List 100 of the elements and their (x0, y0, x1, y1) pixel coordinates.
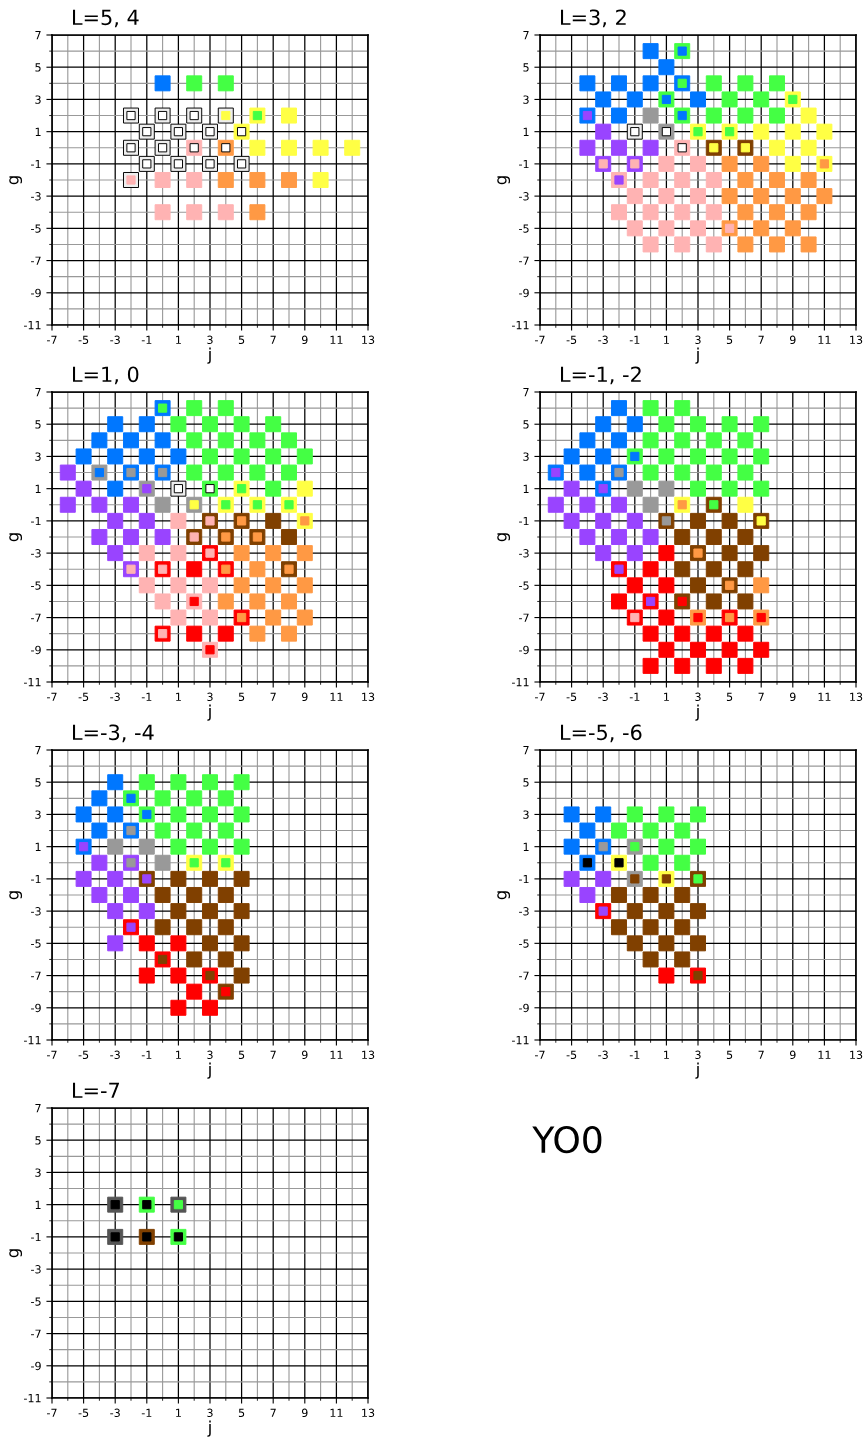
x-tick-label: 3 (207, 1408, 213, 1418)
point (265, 609, 282, 626)
point (344, 139, 361, 156)
x-tick-label: 1 (664, 692, 669, 701)
point (217, 887, 234, 903)
point (107, 838, 124, 855)
y-tick-label: -1 (519, 160, 529, 169)
y-tick-label: 3 (35, 1168, 41, 1177)
x-tick-label: 13 (362, 692, 375, 702)
point (202, 416, 218, 433)
point (737, 496, 754, 513)
point (170, 448, 187, 465)
point (642, 951, 659, 968)
point (595, 512, 612, 529)
x-tick-label: -5 (78, 1408, 89, 1418)
y-tick-label: 7 (35, 1104, 41, 1113)
point (658, 480, 675, 497)
point (737, 657, 754, 674)
point (281, 464, 297, 481)
x-tick-label: 5 (238, 1050, 245, 1060)
y-tick-label: -5 (31, 224, 41, 233)
point (753, 188, 770, 205)
point (690, 480, 706, 497)
x-tick-label: 5 (238, 1408, 245, 1418)
point (611, 139, 627, 156)
x-tick-label: 1 (176, 335, 181, 344)
y-tick-label: -3 (519, 192, 529, 201)
point (674, 204, 691, 221)
point (769, 107, 785, 124)
point (138, 545, 155, 562)
chart-title: L=-7 (73, 1082, 120, 1098)
point (626, 806, 643, 823)
y-tick-label: -9 (31, 288, 41, 298)
point (249, 432, 266, 449)
point (611, 400, 627, 417)
point (642, 529, 659, 545)
point (579, 887, 596, 903)
point (249, 204, 266, 221)
point (154, 919, 171, 936)
point (595, 448, 612, 465)
y-tick-label: 3 (523, 810, 529, 819)
point (690, 512, 706, 529)
point (611, 529, 627, 545)
x-tick-label: 13 (850, 1050, 863, 1060)
y-tick-label: 1 (523, 842, 529, 851)
x-tick-label: 11 (330, 1050, 343, 1059)
point (91, 790, 108, 807)
point (737, 464, 754, 481)
point (312, 172, 329, 188)
x-tick-label: -5 (566, 692, 577, 702)
point (690, 416, 706, 433)
point (816, 123, 833, 140)
point (674, 657, 691, 674)
y-tick-label: -9 (31, 1361, 41, 1371)
point (674, 172, 691, 188)
x-tick-label: 5 (726, 335, 733, 345)
point (217, 593, 234, 610)
point (690, 935, 706, 952)
point (579, 496, 596, 513)
point (170, 609, 187, 626)
point (611, 593, 627, 610)
point (186, 561, 203, 578)
point (202, 806, 218, 823)
point (107, 903, 124, 920)
point (690, 641, 706, 658)
point (705, 464, 722, 481)
y-tick-label: -3 (519, 549, 529, 558)
x-tick-label: -5 (78, 1050, 89, 1060)
point (579, 75, 596, 92)
point (642, 887, 659, 903)
point (138, 577, 155, 594)
point (595, 870, 612, 887)
x-tick-label: 5 (238, 692, 245, 702)
point (626, 220, 643, 237)
x-tick-label: -5 (78, 335, 89, 345)
point (563, 838, 580, 855)
point (737, 172, 754, 188)
y-tick-label: 1 (523, 127, 529, 136)
y-tick-label: -3 (31, 907, 41, 916)
point (690, 577, 706, 594)
y-tick-label: 3 (523, 452, 529, 461)
point (170, 577, 187, 594)
point (107, 935, 124, 952)
y-axis-title: g (497, 891, 511, 900)
point (721, 512, 738, 529)
point (138, 448, 155, 465)
point (674, 529, 691, 545)
x-tick-label: 11 (818, 692, 831, 701)
point (202, 838, 218, 855)
point (59, 496, 76, 513)
y-tick-label: -5 (519, 939, 529, 948)
point (202, 903, 218, 920)
point (705, 657, 722, 674)
y-tick-label: -1 (31, 1233, 41, 1242)
point (186, 400, 203, 417)
point (721, 545, 738, 562)
point (579, 432, 596, 449)
x-axis-title: j (207, 704, 211, 721)
point (737, 625, 754, 642)
point (107, 870, 124, 887)
